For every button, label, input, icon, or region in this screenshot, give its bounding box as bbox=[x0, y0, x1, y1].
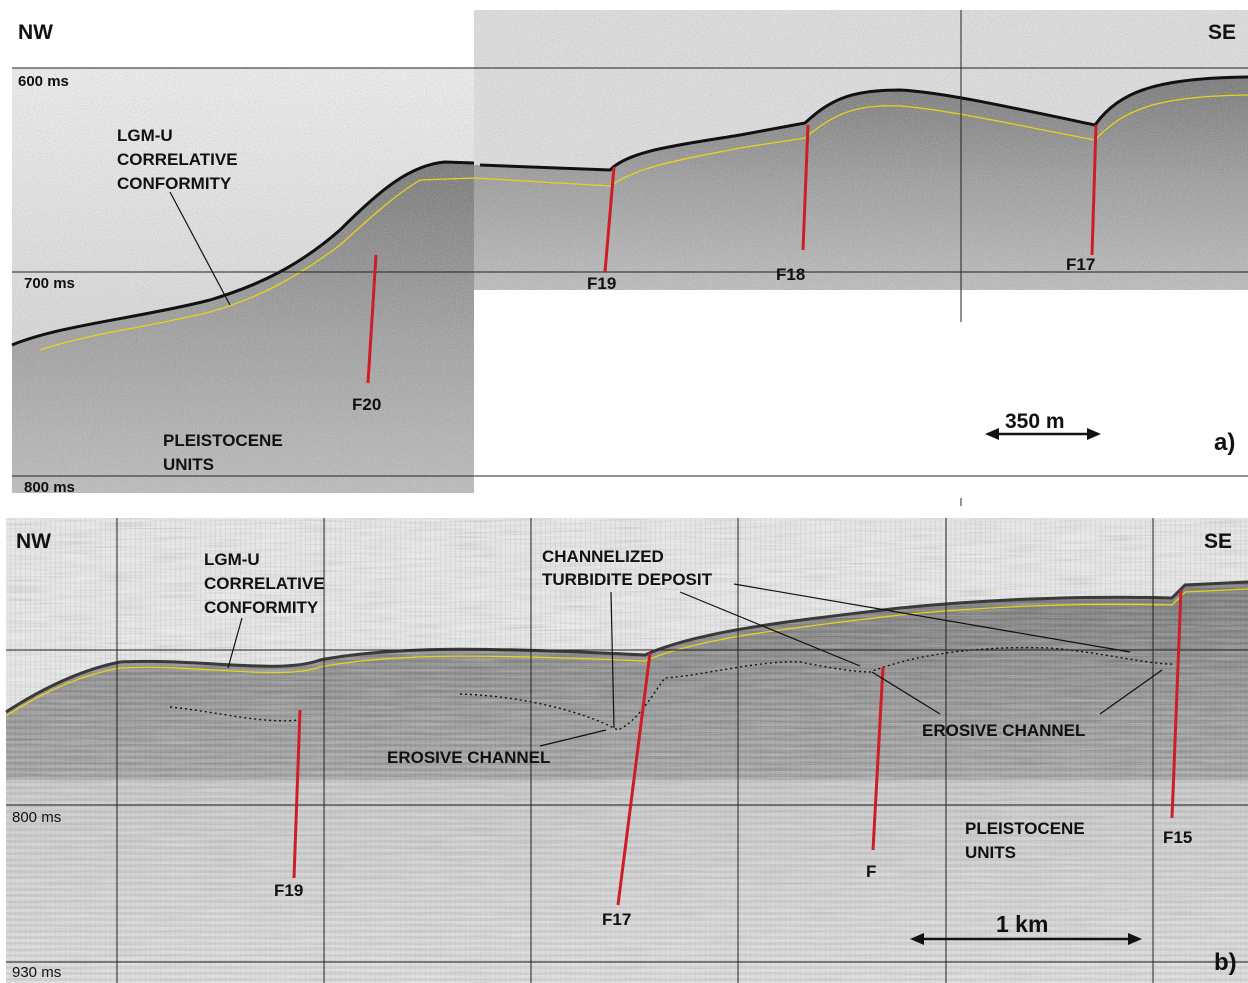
fault-label-f19: F19 bbox=[587, 274, 616, 293]
panel-b-erosive-left-label: EROSIVE CHANNEL bbox=[387, 748, 550, 767]
panel-b-time-930: 930 ms bbox=[12, 964, 61, 981]
panel-a: NW SE 600 ms 700 ms 800 ms LGM-U CORRELA… bbox=[11, 10, 1248, 506]
panel-b-noise bbox=[6, 518, 1248, 983]
panel-b-se-label: SE bbox=[1204, 530, 1232, 553]
panel-a-label: a) bbox=[1214, 429, 1235, 456]
fault-line-b-f17 bbox=[616, 652, 652, 906]
panel-b-scale-arrow-right bbox=[1128, 933, 1142, 945]
fault-line-b-f15 bbox=[1170, 589, 1183, 819]
panel-a-right-noise bbox=[474, 10, 1248, 290]
panel-b-nw-label: NW bbox=[16, 530, 51, 553]
panel-a-left-noise bbox=[12, 68, 474, 493]
panel-a-horizon-label-3: CONFORMITY bbox=[117, 174, 232, 193]
panel-b-time-800: 800 ms bbox=[12, 809, 61, 826]
fault-line-f20 bbox=[366, 254, 378, 384]
fault-label-b-f17: F17 bbox=[602, 910, 631, 929]
panel-b-horizon-label-3: CONFORMITY bbox=[204, 598, 319, 617]
panel-b-erosive-leader-right-1 bbox=[871, 671, 941, 715]
panel-a-unit-label-1: PLEISTOCENE bbox=[163, 431, 283, 450]
panel-a-seafloor-left bbox=[11, 160, 475, 347]
panel-a-se-label: SE bbox=[1208, 21, 1236, 44]
panel-b-erosive-right-label: EROSIVE CHANNEL bbox=[922, 721, 1085, 740]
panel-b-erosive-leader-left bbox=[539, 729, 607, 747]
fault-label-f18: F18 bbox=[776, 265, 805, 284]
panel-a-unit-label-2: UNITS bbox=[163, 455, 214, 474]
panel-b-unit-label-2: UNITS bbox=[965, 843, 1016, 862]
panel-a-time-600: 600 ms bbox=[18, 73, 69, 90]
fault-label-b-f19: F19 bbox=[274, 881, 303, 900]
panel-b-seafloor bbox=[5, 580, 1248, 714]
panel-b-horizon-label-2: CORRELATIVE bbox=[204, 574, 325, 593]
fault-label-f17: F17 bbox=[1066, 255, 1095, 274]
panel-b-horizon-label-1: LGM-U bbox=[204, 550, 260, 569]
panel-b-unit-label-1: PLEISTOCENE bbox=[965, 819, 1085, 838]
panel-b-turbidite-leader-2 bbox=[679, 591, 861, 667]
panel-a-horizon-right bbox=[473, 94, 1248, 187]
fault-line-f18 bbox=[801, 124, 810, 251]
panel-a-scale-label: 350 m bbox=[1005, 410, 1065, 433]
panel-b-erosive-leader-right-2 bbox=[1099, 669, 1163, 715]
fault-label-b-f15: F15 bbox=[1163, 828, 1192, 847]
fault-line-b-f bbox=[871, 666, 885, 851]
panel-a-seafloor-right bbox=[479, 75, 1248, 172]
panel-b-label: b) bbox=[1214, 949, 1237, 976]
panel-a-scale-arrow-right bbox=[1087, 428, 1101, 440]
panel-a-horizon-label-2: CORRELATIVE bbox=[117, 150, 238, 169]
panel-b-erosive-channel-base bbox=[169, 646, 1176, 731]
panel-a-nw-label: NW bbox=[18, 21, 53, 44]
panel-a-horizon-leader bbox=[169, 191, 231, 306]
panel-b-turbidite-label-1: CHANNELIZED bbox=[542, 547, 664, 566]
panel-b-horizon-leader bbox=[227, 617, 243, 669]
panel-b-scale-arrow-left bbox=[910, 933, 924, 945]
panel-a-horizon-label-1: LGM-U bbox=[117, 126, 173, 145]
panel-a-time-800: 800 ms bbox=[24, 479, 75, 496]
fault-label-b-f: F bbox=[866, 862, 876, 881]
panel-b-scale-label: 1 km bbox=[996, 911, 1048, 937]
fault-line-f19 bbox=[603, 166, 616, 273]
panel-b-turbidite-leader-1 bbox=[610, 591, 615, 729]
panel-b: NW SE 800 ms 930 ms LGM-U CORRELATIVE CO… bbox=[5, 518, 1248, 983]
panel-b-lower-fade bbox=[6, 780, 1248, 983]
panel-b-turbidite-label-2: TURBIDITE DEPOSIT bbox=[542, 570, 713, 589]
panel-b-turbidite-leader-3 bbox=[733, 583, 1131, 653]
panel-a-scale-arrow-left bbox=[985, 428, 999, 440]
fault-label-f20: F20 bbox=[352, 395, 381, 414]
panel-b-horizon bbox=[5, 588, 1248, 717]
fault-line-b-f19 bbox=[292, 709, 302, 879]
panel-a-horizon-left bbox=[39, 177, 475, 351]
panel-a-time-700: 700 ms bbox=[24, 275, 75, 292]
fault-line-f17 bbox=[1090, 124, 1098, 256]
